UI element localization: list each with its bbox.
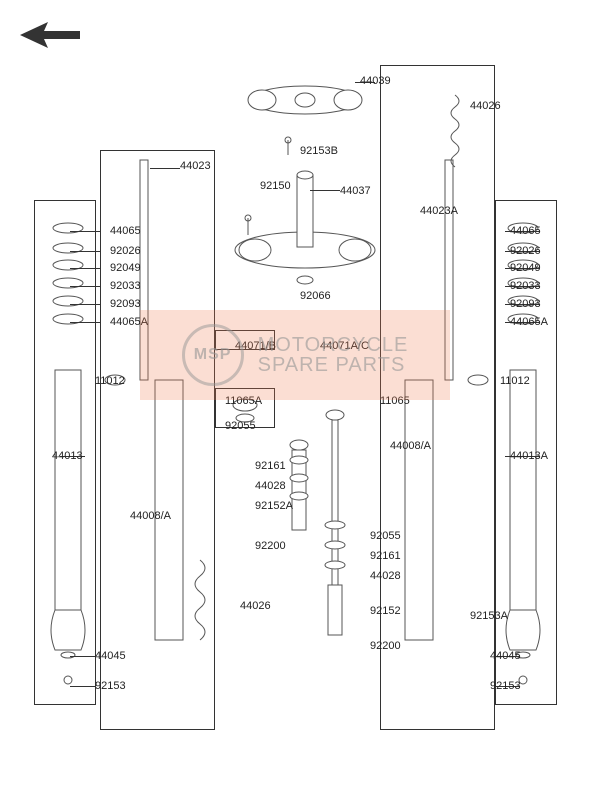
part-ref-92093: 92093	[510, 298, 541, 310]
part-ref-44008A: 44008/A	[390, 440, 431, 452]
part-ref-44026: 44026	[470, 100, 501, 112]
part-ref-44013: 44013	[52, 450, 83, 462]
part-ref-44037: 44037	[340, 185, 371, 197]
part-ref-44045: 44045	[95, 650, 126, 662]
lead-line	[70, 286, 100, 287]
part-ref-11012: 11012	[500, 375, 530, 387]
lead-line	[70, 268, 100, 269]
part-ref-11012: 11012	[95, 375, 125, 387]
part-ref-92049: 92049	[110, 262, 141, 274]
part-ref-92066: 92066	[300, 290, 331, 302]
part-ref-44065A: 44065A	[110, 316, 148, 328]
part-ref-44071B: 44071/B	[235, 340, 276, 352]
part-ref-92049: 92049	[510, 262, 541, 274]
part-ref-92150: 92150	[260, 180, 291, 192]
part-ref-44023A: 44023A	[420, 205, 458, 217]
part-ref-92152A: 92152A	[255, 500, 293, 512]
part-ref-92093: 92093	[110, 298, 141, 310]
lead-line	[150, 168, 180, 169]
lead-line	[70, 231, 100, 232]
part-ref-11065A: 11065A	[225, 395, 262, 407]
part-ref-92153B: 92153B	[300, 145, 338, 157]
part-ref-44065: 44065	[510, 225, 541, 237]
part-ref-44071AC: 44071A/C	[320, 340, 369, 352]
part-ref-44023: 44023	[180, 160, 211, 172]
part-ref-44065A: 44065A	[510, 316, 548, 328]
part-ref-44039: 44039	[360, 75, 391, 87]
part-ref-92026: 92026	[510, 245, 541, 257]
group-frame	[100, 150, 215, 730]
lead-line	[70, 656, 95, 657]
part-ref-92033: 92033	[510, 280, 541, 292]
part-ref-92153: 92153	[95, 680, 126, 692]
part-ref-44065: 44065	[110, 225, 141, 237]
part-ref-44013A: 44013A	[510, 450, 548, 462]
part-ref-92153: 92153	[490, 680, 521, 692]
part-ref-92153A: 92153A	[470, 610, 508, 622]
lead-line	[70, 251, 100, 252]
part-ref-44028: 44028	[370, 570, 401, 582]
lead-line	[70, 686, 95, 687]
part-ref-92161: 92161	[370, 550, 401, 562]
part-ref-92152: 92152	[370, 605, 401, 617]
part-ref-11065: 11065	[380, 395, 410, 407]
part-ref-92055: 92055	[225, 420, 256, 432]
part-ref-92200: 92200	[255, 540, 286, 552]
part-ref-92033: 92033	[110, 280, 141, 292]
lead-line	[310, 190, 340, 191]
part-ref-44026: 44026	[240, 600, 271, 612]
part-ref-92026: 92026	[110, 245, 141, 257]
part-ref-92200: 92200	[370, 640, 401, 652]
lead-line	[70, 322, 100, 323]
part-ref-92055: 92055	[370, 530, 401, 542]
part-ref-92161: 92161	[255, 460, 286, 472]
lead-line	[70, 304, 100, 305]
part-ref-44028: 44028	[255, 480, 286, 492]
part-ref-44008A: 44008/A	[130, 510, 171, 522]
part-ref-44045: 44045	[490, 650, 521, 662]
